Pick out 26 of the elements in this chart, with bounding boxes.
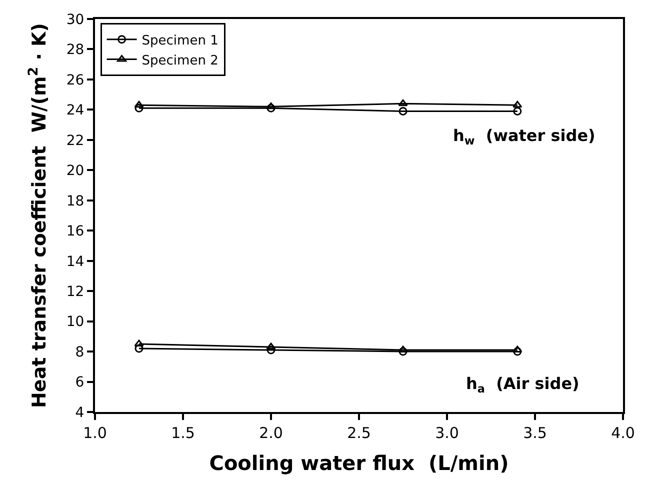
x-tick-label: 1.5 (171, 424, 195, 442)
y-tick-label: 18 (66, 193, 84, 210)
y-tick-label: 16 (66, 224, 84, 240)
x-tick-label: 3.5 (523, 424, 547, 442)
y-tick-label: 6 (75, 374, 84, 391)
y-tick-label: 12 (66, 284, 84, 300)
y-tick-label: 30 (66, 12, 84, 28)
y-tick-label: 10 (66, 314, 84, 330)
annotation: h$_{w}$ (water side) (453, 126, 596, 148)
y-tick-label: 8 (75, 344, 84, 360)
y-tick-label: 28 (66, 42, 84, 58)
legend-label: Specimen 2 (142, 53, 218, 68)
x-tick-label: 2.0 (259, 424, 283, 442)
x-tick-label: 1.0 (83, 424, 107, 442)
legend-label: Specimen 1 (142, 33, 218, 48)
y-tick-label: 20 (66, 163, 84, 180)
y-tick-label: 4 (75, 404, 84, 421)
y-tick-label: 24 (66, 102, 84, 119)
annotation: h$_{a}$ (Air side) (466, 374, 580, 396)
x-tick-label: 4.0 (611, 424, 635, 442)
x-axis-title: Cooling water flux (L/min) (209, 451, 509, 475)
y-tick-label: 14 (66, 254, 84, 270)
y-tick-label: 22 (66, 132, 84, 149)
y-tick-label: 26 (66, 72, 84, 88)
x-tick-label: 3.0 (435, 424, 459, 442)
x-tick-label: 2.5 (347, 424, 371, 442)
